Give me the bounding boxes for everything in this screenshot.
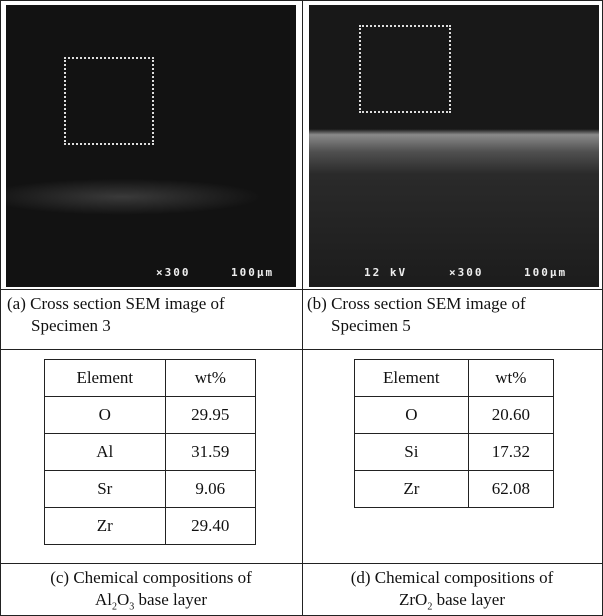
header-cell: wt%: [164, 359, 257, 397]
cell: 29.95: [164, 396, 257, 434]
caption: (c) Chemical compositions of Al2O3 base l…: [1, 567, 301, 615]
header-cell: wt%: [467, 359, 555, 397]
sem-image: ×300 100μm: [6, 5, 296, 287]
formula-subscript: 2: [112, 601, 118, 613]
formula-element: Al: [95, 590, 113, 609]
region-box: [359, 25, 451, 113]
row: Sr 9.06: [44, 470, 257, 508]
header-row: Element wt%: [354, 359, 555, 397]
data-table: Element wt% O 20.60 Si 17.32 Zr 62.08: [354, 359, 555, 508]
cell: Si: [354, 433, 469, 471]
row: Al 31.59: [44, 433, 257, 471]
row: Zr 29.40: [44, 507, 257, 545]
row: O 20.60: [354, 396, 555, 434]
row: O 29.95: [44, 396, 257, 434]
header-cell: Element: [44, 359, 166, 397]
scale-label: 100μm: [231, 266, 275, 279]
caption: (d) Chemical compositions of ZrO2 base la…: [302, 567, 602, 615]
header-cell: Element: [354, 359, 469, 397]
caption-text: (d) Chemical compositions of: [350, 568, 554, 587]
divider: [302, 1, 303, 615]
scale-label: 12 kV: [364, 266, 408, 279]
cell: 62.08: [467, 470, 555, 508]
cell: 31.59: [164, 433, 257, 471]
cell: 9.06: [164, 470, 257, 508]
row: Si 17.32: [354, 433, 555, 471]
scale-label: 100μm: [524, 266, 568, 279]
cell: 29.40: [164, 507, 257, 545]
caption: (a) Cross section SEM image of Specimen …: [7, 294, 225, 335]
region-box: [64, 57, 154, 145]
formula-element: ZrO: [398, 590, 428, 609]
formula-subscript: 3: [129, 601, 135, 613]
caption-text: (c) Chemical compositions of: [50, 568, 252, 587]
cell: Al: [44, 433, 166, 471]
caption-text: base layer: [436, 590, 505, 609]
header-row: Element wt%: [44, 359, 257, 397]
formula-element: O: [117, 590, 130, 609]
scale-label: ×300: [156, 266, 191, 279]
cell: O: [354, 396, 469, 434]
cell: Zr: [354, 470, 469, 508]
cell: 17.32: [467, 433, 555, 471]
divider: [1, 289, 602, 290]
cell: O: [44, 396, 166, 434]
scale-label: ×300: [449, 266, 484, 279]
sem-image: 12 kV ×300 100μm: [309, 5, 599, 287]
formula-subscript: 2: [427, 601, 433, 613]
cell: Sr: [44, 470, 166, 508]
row: Zr 62.08: [354, 470, 555, 508]
data-table: Element wt% O 29.95 Al 31.59 Sr 9.06 Zr 29.40: [44, 359, 257, 545]
divider: [1, 349, 602, 350]
cell: Zr: [44, 507, 166, 545]
divider: [1, 563, 602, 564]
cell: 20.60: [467, 396, 555, 434]
caption-text: base layer: [138, 590, 207, 609]
caption: (b) Cross section SEM image of Specimen …: [307, 294, 526, 335]
